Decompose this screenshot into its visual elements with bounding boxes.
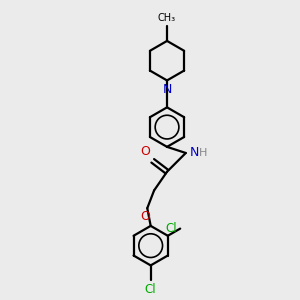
- Text: O: O: [141, 210, 151, 223]
- Text: N: N: [162, 83, 172, 96]
- Text: Cl: Cl: [145, 283, 157, 296]
- Text: O: O: [140, 145, 150, 158]
- Text: CH₃: CH₃: [158, 13, 176, 23]
- Text: N: N: [190, 146, 199, 160]
- Text: Cl: Cl: [165, 222, 177, 235]
- Text: H: H: [199, 148, 207, 158]
